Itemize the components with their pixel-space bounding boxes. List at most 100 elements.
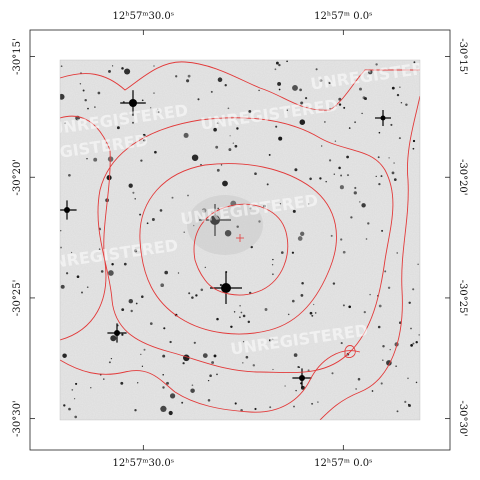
star bbox=[413, 61, 416, 64]
star bbox=[215, 145, 219, 149]
star bbox=[70, 251, 73, 254]
star bbox=[60, 230, 62, 232]
star bbox=[417, 263, 419, 265]
star bbox=[340, 238, 343, 241]
star bbox=[333, 173, 335, 175]
star bbox=[242, 362, 244, 364]
star bbox=[357, 377, 361, 381]
galaxy-glow bbox=[187, 195, 263, 255]
star bbox=[292, 84, 298, 91]
star bbox=[110, 335, 117, 342]
ra-top-label-1: 12ʰ57ᵐ 0.0ˢ bbox=[314, 11, 372, 22]
star bbox=[134, 249, 138, 253]
star bbox=[382, 345, 385, 348]
star bbox=[157, 111, 160, 114]
star bbox=[354, 186, 357, 190]
star bbox=[408, 301, 411, 305]
star bbox=[60, 65, 63, 68]
star bbox=[299, 88, 302, 92]
star bbox=[382, 359, 384, 361]
star bbox=[60, 284, 65, 289]
star bbox=[377, 325, 381, 329]
star bbox=[124, 68, 131, 75]
star bbox=[365, 238, 368, 240]
star bbox=[73, 398, 76, 400]
star bbox=[168, 410, 173, 416]
star bbox=[375, 175, 377, 177]
star bbox=[236, 127, 239, 130]
star bbox=[143, 139, 146, 142]
star bbox=[110, 357, 113, 360]
star bbox=[207, 379, 210, 382]
star bbox=[272, 368, 274, 371]
star bbox=[405, 103, 408, 107]
star bbox=[412, 139, 416, 143]
dec-right-label-2: -30°25' bbox=[457, 280, 468, 317]
star bbox=[380, 382, 383, 385]
star bbox=[108, 69, 111, 73]
star bbox=[369, 293, 371, 296]
star bbox=[342, 304, 345, 307]
star bbox=[252, 364, 256, 367]
star bbox=[408, 403, 410, 406]
star bbox=[271, 338, 274, 341]
bright-star-4 bbox=[199, 204, 231, 236]
star bbox=[332, 282, 336, 285]
star bbox=[343, 106, 346, 109]
star bbox=[99, 227, 101, 229]
star bbox=[391, 171, 395, 175]
star bbox=[143, 348, 146, 351]
star bbox=[135, 302, 138, 305]
star bbox=[279, 203, 282, 205]
star bbox=[99, 228, 102, 231]
star bbox=[297, 236, 303, 241]
star bbox=[300, 294, 304, 297]
star bbox=[183, 231, 185, 233]
star bbox=[213, 354, 217, 358]
star bbox=[381, 229, 384, 232]
star bbox=[346, 174, 350, 177]
star bbox=[159, 209, 163, 212]
star bbox=[375, 63, 378, 66]
star bbox=[60, 246, 62, 249]
star bbox=[82, 89, 85, 92]
star bbox=[163, 327, 166, 330]
star bbox=[264, 308, 268, 311]
star bbox=[367, 222, 370, 225]
star bbox=[412, 342, 415, 345]
star bbox=[141, 99, 144, 102]
star bbox=[340, 174, 343, 177]
star bbox=[160, 405, 167, 413]
star bbox=[371, 390, 374, 392]
star bbox=[202, 353, 208, 358]
star bbox=[410, 327, 412, 330]
star-field bbox=[60, 60, 420, 419]
star bbox=[93, 157, 98, 162]
star bbox=[348, 305, 352, 309]
star bbox=[169, 340, 172, 344]
star bbox=[396, 93, 400, 97]
star bbox=[272, 258, 274, 261]
star bbox=[197, 98, 200, 101]
star bbox=[301, 281, 304, 285]
chart-frame bbox=[29, 29, 451, 451]
star bbox=[140, 159, 143, 162]
star bbox=[309, 177, 312, 181]
star bbox=[395, 365, 397, 367]
star bbox=[146, 222, 149, 225]
star bbox=[160, 283, 165, 288]
star bbox=[239, 304, 241, 307]
star bbox=[314, 312, 317, 314]
star bbox=[387, 286, 391, 289]
contour-inner bbox=[139, 163, 337, 335]
star bbox=[313, 303, 315, 306]
star bbox=[108, 361, 111, 364]
star bbox=[162, 354, 166, 358]
star bbox=[216, 373, 218, 376]
star bbox=[63, 404, 66, 407]
star bbox=[350, 216, 353, 219]
star bbox=[65, 272, 69, 275]
star bbox=[224, 229, 232, 237]
star bbox=[361, 112, 363, 115]
star bbox=[280, 251, 284, 254]
